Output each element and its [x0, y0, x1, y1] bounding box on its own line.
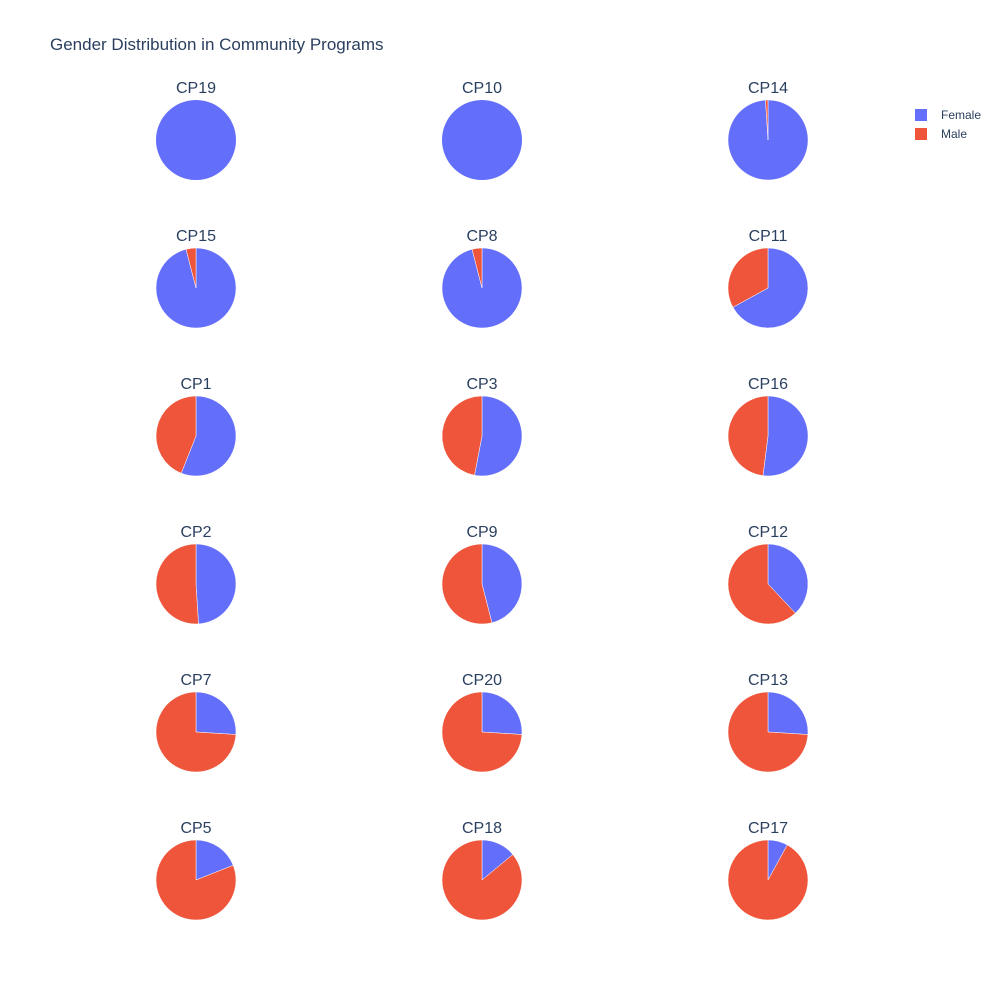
- pie-slice-male[interactable]: [727, 395, 769, 476]
- pie-cp5[interactable]: CP5: [155, 820, 237, 921]
- pie-slice-male[interactable]: [441, 543, 493, 625]
- pie-title: CP2: [180, 524, 211, 541]
- pie-slice-male[interactable]: [155, 543, 199, 625]
- pie-title: CP15: [176, 228, 216, 245]
- legend-label: Female: [941, 108, 981, 122]
- pie-title: CP10: [462, 80, 502, 97]
- pie-slice-male[interactable]: [441, 839, 523, 921]
- pie-cp8[interactable]: CP8: [441, 228, 523, 329]
- pie-slice-male[interactable]: [441, 395, 483, 476]
- pie-title: CP7: [180, 672, 211, 689]
- pie-title: CP12: [748, 524, 788, 541]
- pie-slice-female[interactable]: [156, 100, 236, 180]
- pie-slice-female[interactable]: [762, 395, 809, 477]
- pie-slice-female[interactable]: [732, 247, 809, 329]
- pie-cp9[interactable]: CP9: [441, 524, 523, 625]
- pie-title: CP9: [466, 524, 497, 541]
- pie-slice-female[interactable]: [180, 395, 237, 477]
- pie-slice-male[interactable]: [727, 247, 769, 308]
- pie-title: CP19: [176, 80, 216, 97]
- pie-cp14[interactable]: CP14: [727, 80, 809, 181]
- pie-slice-male[interactable]: [727, 839, 809, 921]
- pie-title: CP17: [748, 820, 788, 837]
- pie-cp3[interactable]: CP3: [441, 376, 523, 477]
- pie-slice-male[interactable]: [441, 691, 523, 773]
- pie-slice-male[interactable]: [185, 247, 197, 289]
- pie-title: CP11: [749, 228, 788, 245]
- pie-cp18[interactable]: CP18: [441, 820, 523, 921]
- pie-cp13[interactable]: CP13: [727, 672, 809, 773]
- pie-cp12[interactable]: CP12: [727, 524, 809, 625]
- legend-swatch: [915, 109, 927, 121]
- pie-title: CP13: [748, 672, 788, 689]
- pie-cp17[interactable]: CP17: [727, 820, 809, 921]
- pie-slice-female[interactable]: [195, 691, 237, 735]
- pie-title: CP1: [180, 376, 211, 393]
- pie-cp1[interactable]: CP1: [155, 376, 237, 477]
- chart-title: Gender Distribution in Community Program…: [50, 35, 384, 54]
- legend-item-female[interactable]: Female: [915, 108, 981, 122]
- pie-title: CP5: [180, 820, 211, 837]
- pie-cp7[interactable]: CP7: [155, 672, 237, 773]
- pie-slice-female[interactable]: [767, 543, 809, 614]
- pie-title: CP18: [462, 820, 502, 837]
- pie-slice-male[interactable]: [155, 691, 237, 773]
- pie-grid: CP19 CP10 CP14 CP15 CP8 CP11 CP1 CP3 CP16 CP2 CP9 C…: [155, 80, 809, 921]
- pie-cp20[interactable]: CP20: [441, 672, 523, 773]
- pie-slice-male[interactable]: [471, 247, 483, 289]
- pie-cp2[interactable]: CP2: [155, 524, 237, 625]
- pie-slice-female[interactable]: [442, 100, 522, 180]
- pie-cp15[interactable]: CP15: [155, 228, 237, 329]
- pie-slice-male[interactable]: [727, 543, 796, 625]
- pie-title: CP14: [748, 80, 788, 97]
- legend-item-male[interactable]: Male: [915, 127, 967, 141]
- pie-slice-female[interactable]: [481, 543, 523, 624]
- pie-slice-female[interactable]: [195, 543, 237, 625]
- pie-title: CP3: [466, 376, 497, 393]
- pie-cp10[interactable]: CP10: [442, 80, 522, 180]
- pie-slice-female[interactable]: [481, 691, 523, 735]
- pie-cp19[interactable]: CP19: [156, 80, 236, 180]
- pie-slice-male[interactable]: [155, 839, 237, 921]
- pie-slice-male[interactable]: [727, 691, 809, 773]
- pie-title: CP8: [466, 228, 497, 245]
- legend-label: Male: [941, 127, 967, 141]
- pie-cp16[interactable]: CP16: [727, 376, 809, 477]
- pie-title: CP20: [462, 672, 502, 689]
- pie-cp11[interactable]: CP11: [727, 228, 809, 329]
- pie-slice-female[interactable]: [195, 839, 234, 881]
- legend-swatch: [915, 128, 927, 140]
- pie-title: CP16: [748, 376, 788, 393]
- pie-slice-male[interactable]: [765, 99, 769, 141]
- legend[interactable]: Female Male: [915, 108, 981, 141]
- pie-slice-male[interactable]: [155, 395, 197, 474]
- pie-slice-female[interactable]: [474, 395, 523, 477]
- pie-slice-female[interactable]: [767, 691, 809, 735]
